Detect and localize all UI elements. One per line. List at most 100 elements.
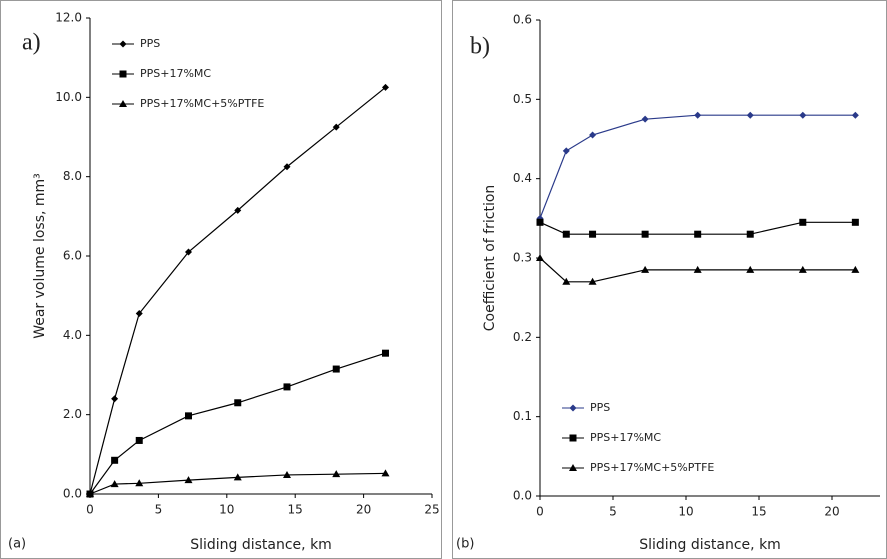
marker — [184, 476, 193, 484]
marker — [851, 111, 859, 119]
series-line — [539, 221, 856, 235]
marker — [536, 254, 544, 261]
x-tick-label: 10 — [219, 503, 234, 517]
y-axis-label: Coefficient of friction — [482, 185, 498, 332]
marker — [641, 230, 649, 238]
marker — [569, 464, 577, 471]
y-tick-label: 0.0 — [513, 489, 532, 503]
legend-label: PPS+17%MC+5%PTFE — [590, 461, 714, 474]
x-tick-label: 10 — [678, 505, 693, 519]
y-tick-label: 0.2 — [513, 330, 532, 344]
x-tick-label: 15 — [288, 503, 303, 517]
legend-label: PPS — [140, 37, 160, 50]
marker — [641, 265, 650, 273]
marker — [799, 111, 807, 119]
marker — [746, 230, 754, 238]
y-tick-label: 0.4 — [513, 171, 532, 185]
marker — [332, 470, 341, 478]
panel-frame — [0, 0, 442, 559]
y-axis-label: Wear volume loss, mm³ — [32, 173, 48, 339]
panel-label: a) — [22, 30, 41, 56]
y-tick-label: 0.6 — [513, 13, 532, 27]
y-tick-label: 6.0 — [63, 249, 82, 263]
x-tick-label: 0 — [86, 503, 94, 517]
x-tick-label: 20 — [356, 503, 371, 517]
marker — [641, 115, 649, 123]
y-tick-label: 0.1 — [513, 409, 532, 423]
axes — [89, 18, 432, 495]
x-tick-label: 5 — [609, 505, 617, 519]
y-tick-label: 4.0 — [63, 328, 82, 342]
marker — [119, 40, 127, 48]
caption: (b) — [456, 537, 474, 552]
marker — [184, 248, 192, 256]
marker — [694, 111, 702, 119]
marker — [135, 310, 143, 318]
marker — [746, 111, 754, 119]
marker — [589, 131, 597, 139]
marker — [693, 265, 702, 273]
x-axis-label: Sliding distance, km — [190, 537, 332, 553]
marker — [332, 365, 340, 373]
marker — [569, 404, 577, 412]
legend-label: PPS — [590, 401, 610, 414]
marker — [562, 230, 570, 238]
x-tick-label: 20 — [824, 505, 839, 519]
marker — [233, 473, 242, 481]
marker — [569, 434, 577, 442]
y-tick-label: 0.3 — [513, 251, 532, 265]
marker — [381, 349, 389, 357]
marker — [694, 230, 702, 238]
series-line — [89, 352, 386, 495]
y-tick-label: 0.5 — [513, 92, 532, 106]
marker — [110, 480, 119, 488]
y-tick-label: 8.0 — [63, 169, 82, 183]
marker — [746, 265, 755, 273]
marker — [234, 206, 242, 214]
marker — [184, 412, 192, 420]
x-tick-label: 5 — [155, 503, 163, 517]
marker — [332, 123, 340, 131]
marker — [111, 395, 119, 403]
x-axis-label: Sliding distance, km — [639, 537, 781, 553]
marker — [135, 479, 144, 487]
marker — [381, 469, 390, 477]
marker — [135, 436, 143, 444]
y-tick-label: 2.0 — [63, 407, 82, 421]
series-line — [539, 257, 856, 283]
marker — [562, 147, 570, 155]
marker — [119, 100, 127, 107]
legend-label: PPS+17%MC — [590, 431, 661, 444]
panel-label: b) — [470, 34, 490, 60]
x-tick-label: 25 — [424, 503, 439, 517]
y-tick-label: 0.0 — [63, 487, 82, 501]
y-tick-label: 12.0 — [55, 11, 82, 25]
marker — [111, 456, 119, 464]
marker — [283, 163, 291, 171]
marker — [234, 399, 242, 407]
marker — [798, 265, 807, 273]
x-tick-label: 0 — [536, 505, 544, 519]
axes — [539, 20, 880, 497]
marker — [282, 470, 291, 478]
panel-frame — [452, 0, 887, 559]
marker — [86, 490, 94, 497]
marker — [588, 277, 597, 285]
marker — [851, 218, 859, 226]
marker — [799, 218, 807, 226]
marker — [851, 265, 860, 273]
caption: (a) — [8, 537, 26, 552]
marker — [536, 218, 544, 226]
series-line — [89, 472, 386, 495]
legend-label: PPS+17%MC+5%PTFE — [140, 97, 264, 110]
marker — [283, 383, 291, 391]
series-line — [89, 86, 386, 495]
marker — [381, 83, 389, 91]
marker — [589, 230, 597, 238]
series-line — [539, 114, 856, 219]
x-tick-label: 15 — [751, 505, 766, 519]
marker — [119, 70, 127, 78]
marker — [562, 277, 571, 285]
y-tick-label: 10.0 — [55, 90, 82, 104]
